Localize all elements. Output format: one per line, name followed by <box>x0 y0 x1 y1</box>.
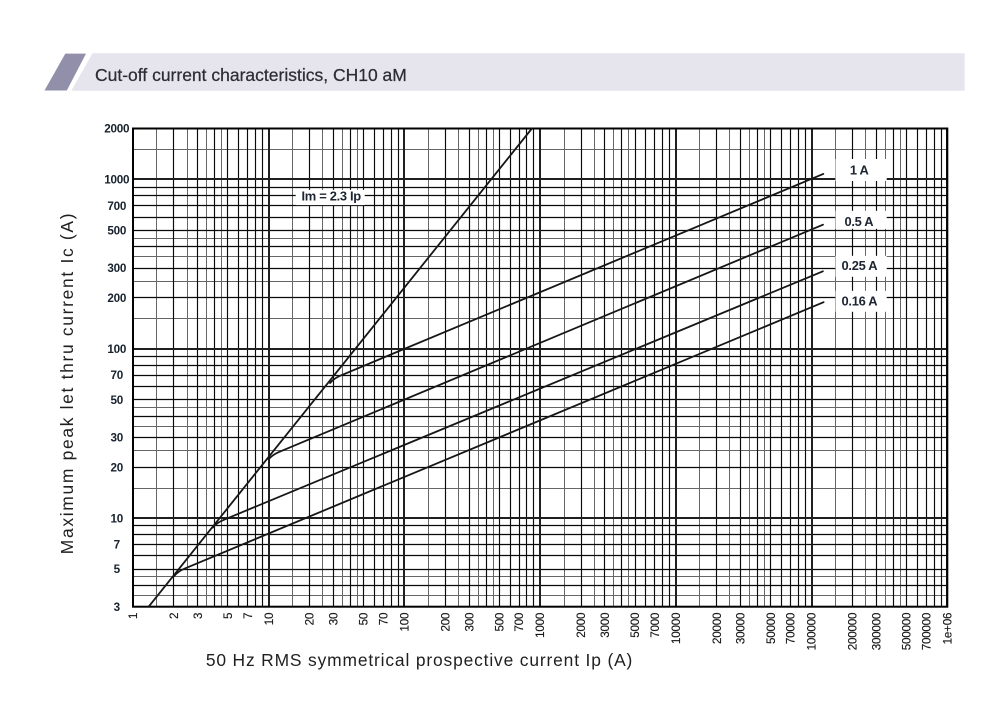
svg-text:50: 50 <box>111 394 124 407</box>
svg-text:0.25 A: 0.25 A <box>842 258 878 273</box>
svg-text:1e+06: 1e+06 <box>941 613 954 645</box>
svg-text:3000: 3000 <box>599 613 612 638</box>
svg-text:100: 100 <box>107 343 127 356</box>
svg-text:500: 500 <box>107 225 127 238</box>
svg-text:10000: 10000 <box>670 613 683 644</box>
svg-text:300000: 300000 <box>870 613 883 651</box>
svg-text:2000: 2000 <box>575 613 588 638</box>
svg-text:300: 300 <box>463 613 476 632</box>
svg-text:5: 5 <box>114 563 121 576</box>
svg-text:5: 5 <box>222 613 235 619</box>
svg-text:30000: 30000 <box>735 613 748 644</box>
svg-text:50: 50 <box>358 613 371 626</box>
svg-text:30: 30 <box>111 432 124 445</box>
svg-text:300: 300 <box>107 262 127 275</box>
svg-text:500: 500 <box>493 613 506 632</box>
svg-text:3: 3 <box>114 601 121 614</box>
svg-text:10: 10 <box>263 613 276 626</box>
svg-text:5000: 5000 <box>629 613 642 638</box>
svg-text:20000: 20000 <box>711 613 724 644</box>
svg-text:0.5 A: 0.5 A <box>844 214 873 229</box>
svg-text:1000: 1000 <box>104 174 130 187</box>
svg-text:30: 30 <box>328 613 341 626</box>
svg-text:10: 10 <box>111 512 124 525</box>
svg-text:1: 1 <box>127 613 140 619</box>
svg-text:7: 7 <box>242 613 255 619</box>
svg-text:70: 70 <box>378 613 391 626</box>
svg-text:Maximum peak let thru current: Maximum peak let thru current Ic (A) <box>57 212 77 554</box>
svg-text:200000: 200000 <box>847 613 860 651</box>
svg-text:0.16 A: 0.16 A <box>842 293 878 308</box>
svg-text:1000: 1000 <box>534 613 547 638</box>
svg-text:500000: 500000 <box>901 613 914 651</box>
svg-text:700000: 700000 <box>920 613 933 651</box>
svg-text:1 A: 1 A <box>850 162 869 177</box>
svg-text:200: 200 <box>439 613 452 632</box>
svg-text:20: 20 <box>304 613 317 626</box>
svg-text:700: 700 <box>107 200 127 213</box>
svg-text:70000: 70000 <box>785 613 798 644</box>
svg-text:2000: 2000 <box>104 123 130 136</box>
svg-text:7000: 7000 <box>649 613 662 638</box>
svg-text:50 Hz RMS symmetrical prospect: 50 Hz RMS symmetrical prospective curren… <box>206 650 633 670</box>
svg-text:200: 200 <box>107 292 127 305</box>
svg-text:100: 100 <box>399 613 412 632</box>
svg-text:70: 70 <box>111 369 124 382</box>
svg-text:100000: 100000 <box>806 613 819 651</box>
svg-text:Im = 2.3 Ip: Im = 2.3 Ip <box>301 189 361 204</box>
svg-text:3: 3 <box>192 613 205 619</box>
svg-text:20: 20 <box>111 461 124 474</box>
svg-text:7: 7 <box>114 539 120 552</box>
svg-text:50000: 50000 <box>765 613 778 644</box>
svg-text:700: 700 <box>513 613 526 632</box>
svg-text:2: 2 <box>168 613 181 619</box>
